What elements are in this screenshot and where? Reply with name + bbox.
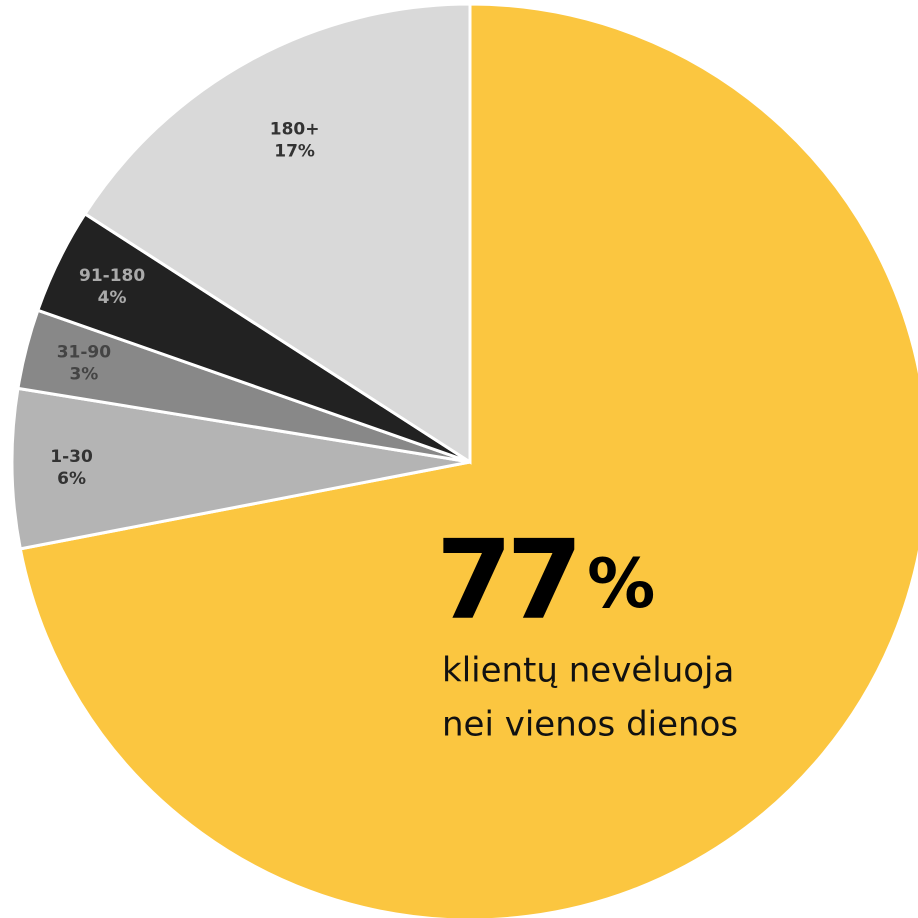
slice-value: 77% bbox=[436, 516, 655, 644]
slice-category: 180+ bbox=[270, 119, 320, 139]
slice-category: 1-30 bbox=[50, 447, 93, 467]
slice-value: 4% bbox=[98, 288, 127, 308]
slice-value: 6% bbox=[57, 469, 86, 489]
pie-slice bbox=[82, 2, 472, 465]
slices bbox=[10, 2, 918, 918]
annotation-line: klientų nevėluoja bbox=[442, 651, 734, 691]
slice-value: 17% bbox=[274, 141, 315, 161]
annotation-line: nei vienos dienos bbox=[442, 705, 738, 745]
pie-slice bbox=[18, 2, 918, 918]
slice-value: 3% bbox=[69, 365, 98, 385]
slice-category: 31-90 bbox=[57, 343, 112, 363]
slice-category: 91-180 bbox=[79, 266, 145, 286]
pie-slice bbox=[10, 386, 471, 551]
